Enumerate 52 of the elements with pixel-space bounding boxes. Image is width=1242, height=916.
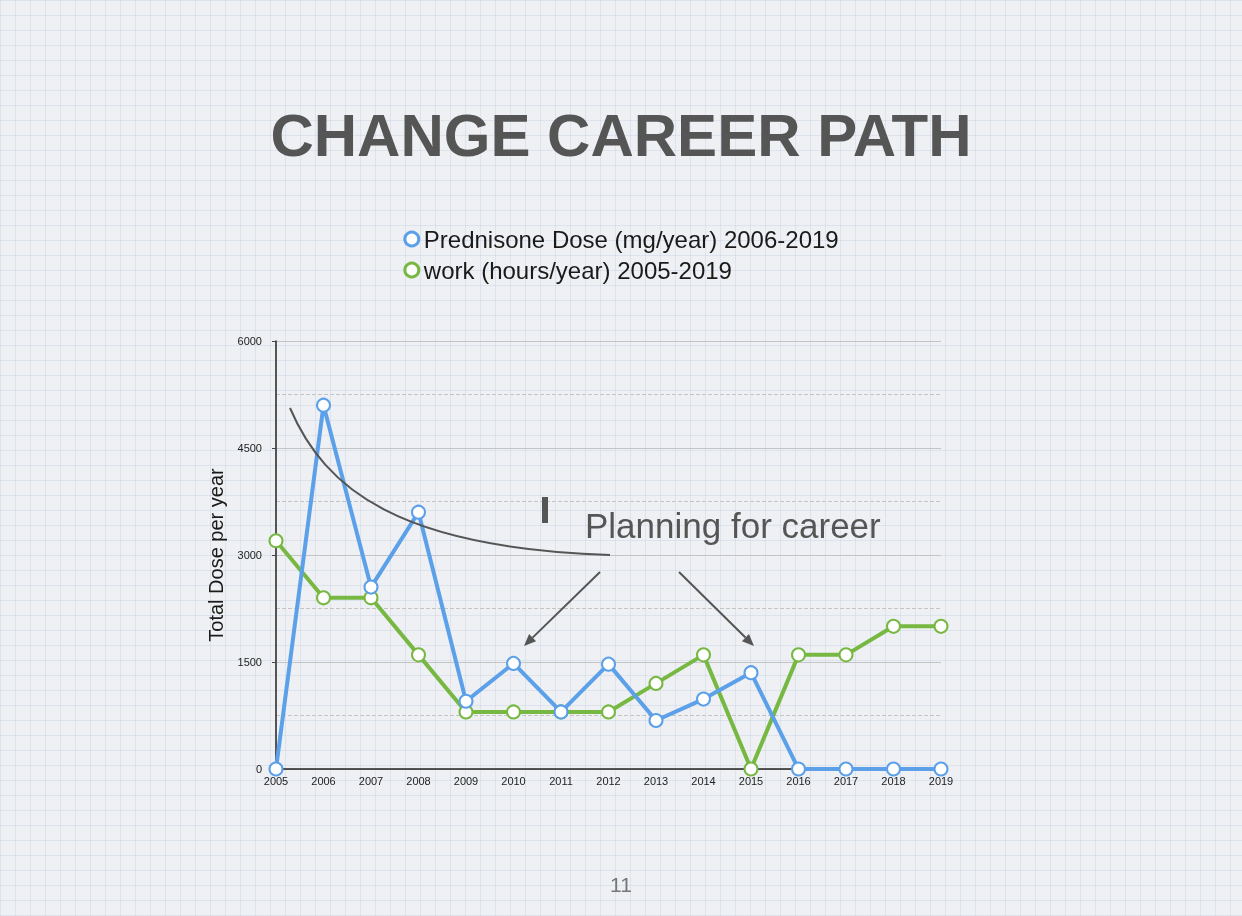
x-tick-label: 2005 — [263, 774, 289, 787]
point — [316, 590, 331, 606]
point — [316, 397, 331, 413]
x-tick-label: 2017 — [833, 774, 859, 787]
x-tick-label: 2018 — [881, 774, 906, 787]
point — [696, 691, 711, 707]
text: 11 — [610, 873, 632, 896]
point — [791, 647, 806, 663]
y-tick-label: 3000 — [237, 549, 262, 561]
point — [933, 618, 949, 634]
point — [601, 656, 616, 672]
x-tick-label: 2009 — [453, 774, 479, 787]
point — [506, 704, 521, 720]
y-tick-label: 6000 — [237, 335, 262, 347]
point — [886, 761, 901, 777]
legend-label: Prednisone Dose (mg/year) 2006-2019 — [423, 225, 839, 253]
y-tick-label: 1500 — [237, 656, 262, 668]
x-tick-label: 2012 — [596, 774, 621, 787]
point — [743, 665, 759, 681]
point — [506, 655, 521, 671]
point — [458, 693, 474, 709]
legend-label: work (hours/year) 2005-2019 — [422, 256, 732, 284]
point — [743, 761, 759, 777]
x-tick-label: 2010 — [501, 774, 526, 787]
point — [411, 647, 426, 663]
point — [791, 761, 806, 777]
point — [886, 618, 901, 634]
chart-title: CHANGE CAREER PATH — [270, 101, 972, 169]
point — [838, 761, 854, 777]
point — [696, 647, 711, 663]
point — [363, 579, 379, 595]
point — [648, 713, 664, 728]
x-tick-label: 2013 — [643, 774, 669, 787]
point — [601, 704, 616, 720]
point — [268, 761, 284, 777]
y-axis-title: Total Dose per year — [205, 467, 227, 642]
x-tick-label: 2007 — [358, 774, 384, 787]
point — [411, 504, 426, 520]
y-tick-label: 0 — [255, 763, 262, 775]
point — [648, 675, 664, 691]
x-tick-label: 2006 — [311, 774, 336, 787]
point — [933, 761, 949, 777]
point — [268, 533, 284, 549]
y-tick-label: 4500 — [237, 442, 262, 454]
x-tick-label: 2011 — [549, 774, 573, 787]
x-tick-label: 2015 — [738, 774, 764, 787]
annotation: Planning for career — [585, 506, 882, 545]
x-tick-label: 2014 — [691, 774, 716, 787]
x-tick-label: 2016 — [786, 774, 811, 787]
point — [838, 647, 854, 663]
x-tick-label: 2008 — [406, 774, 431, 787]
x-tick-label: 2019 — [928, 774, 954, 787]
